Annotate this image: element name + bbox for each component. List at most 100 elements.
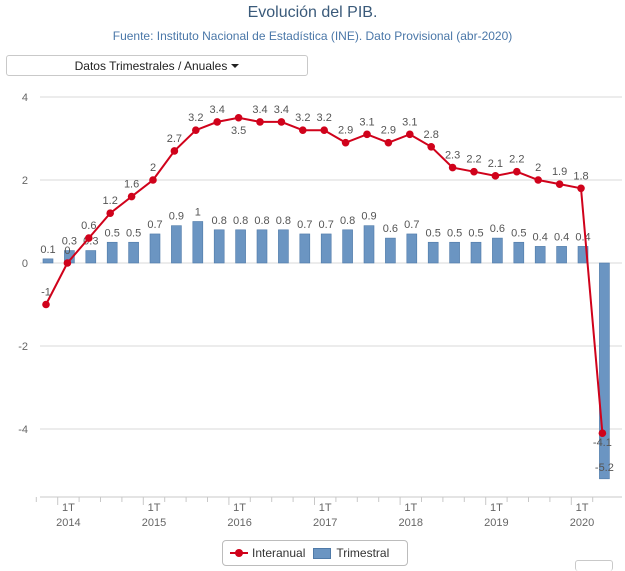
bar [256, 229, 268, 264]
bar-data-label: 0.6 [383, 223, 398, 235]
bar-swatch-icon [313, 547, 332, 559]
x-tick-year-label: 2014 [56, 517, 80, 529]
line-point [85, 234, 93, 242]
bar-data-label: 0.5 [126, 227, 141, 239]
y-tick-label: -4 [18, 424, 28, 436]
bar-data-label: 1 [195, 207, 201, 219]
line-point [170, 147, 179, 155]
bar-data-label: 0.7 [147, 219, 162, 231]
bar-data-label: 0.8 [254, 215, 269, 227]
line-data-label: 3.2 [317, 112, 332, 124]
x-tick-year-label: 2020 [570, 517, 594, 529]
bar [577, 246, 589, 264]
line-point [213, 118, 221, 126]
line-data-label: 2.7 [167, 133, 182, 145]
bar [299, 233, 311, 264]
bar-data-label: 0.5 [426, 227, 441, 239]
line-data-label: 2.3 [445, 150, 460, 162]
bar [149, 233, 161, 264]
line-point [448, 163, 457, 172]
line-data-label: 2.2 [509, 154, 524, 166]
line-point [534, 176, 542, 184]
chart-subtitle: Fuente: Instituto Nacional de Estadístic… [112, 29, 513, 43]
line-data-label: 2.9 [381, 125, 396, 137]
line-data-label: 2 [150, 162, 156, 174]
x-tick-quarter-label: 1T [490, 502, 503, 514]
bar-data-label: -5.2 [595, 462, 614, 474]
bar-data-label: 0.5 [105, 227, 120, 239]
line-point [234, 113, 243, 122]
y-tick-label: 4 [22, 92, 28, 104]
bar-data-label: 0.9 [169, 211, 184, 223]
legend-label-trimestral: Trimestral [336, 546, 390, 560]
x-tick-quarter-label: 1T [576, 502, 589, 514]
bar [599, 262, 610, 480]
bar [406, 233, 418, 264]
line-data-label: 2.2 [466, 154, 481, 166]
line-point [555, 180, 564, 188]
line-data-label: 2.8 [424, 129, 439, 141]
x-tick-year-label: 2015 [142, 517, 166, 529]
bar [235, 229, 246, 264]
bar-data-label: 0.7 [297, 219, 312, 231]
line-point [470, 167, 478, 176]
period-dropdown[interactable]: Datos Trimestrales / Anuales [6, 55, 308, 76]
bar [85, 250, 97, 264]
bar-data-label: 0.3 [62, 236, 77, 248]
bar [470, 241, 482, 264]
line-point [491, 172, 500, 180]
bar [192, 221, 204, 264]
y-tick-label: 0 [22, 258, 28, 270]
line-point [341, 138, 350, 147]
line-data-label: -4.1 [593, 437, 612, 449]
line-point [577, 184, 585, 193]
x-tick-year-label: 2016 [227, 517, 251, 529]
x-tick-quarter-label: 1T [148, 502, 161, 514]
x-tick-quarter-label: 1T [319, 502, 332, 514]
bar-data-label: 0.8 [233, 215, 248, 227]
line-data-label: 0 [64, 245, 70, 257]
line-data-label: 3.1 [359, 116, 374, 128]
legend-label-interanual: Interanual [252, 546, 306, 560]
line-data-label: 3.2 [295, 112, 310, 124]
bar [363, 225, 375, 264]
line-data-label: 2 [535, 162, 541, 174]
line-data-label: 3.4 [274, 104, 289, 116]
line-data-label: 1.2 [103, 195, 118, 207]
bar-data-label: 0.5 [468, 227, 483, 239]
line-data-label: 3.5 [231, 125, 246, 137]
bar-data-label: 0.5 [511, 227, 526, 239]
line-data-label: 3.4 [252, 104, 267, 116]
x-tick-quarter-label: 1T [404, 502, 417, 514]
line-point [256, 118, 264, 126]
x-tick-year-label: 2018 [399, 517, 423, 529]
y-tick-label: 2 [22, 175, 28, 187]
line-point [363, 130, 371, 139]
line-point [192, 126, 200, 134]
line-point [406, 130, 414, 139]
bar-data-label: 0.7 [404, 219, 419, 231]
bar-data-label: 0.9 [361, 211, 376, 223]
bar-data-label: 0.4 [554, 231, 569, 243]
line-data-label: 2.1 [488, 158, 503, 170]
bar [342, 229, 353, 264]
bar [320, 233, 332, 264]
line-point [42, 300, 50, 309]
line-point [127, 192, 136, 201]
legend-item-trimestral[interactable]: Trimestral [313, 546, 389, 560]
line-data-label: 2.9 [338, 125, 353, 137]
line-data-label: 1.6 [124, 179, 139, 191]
period-dropdown-label: Datos Trimestrales / Anuales [74, 58, 228, 73]
line-data-label: 3.1 [402, 116, 417, 128]
line-data-label: 1.9 [552, 166, 567, 178]
bar-data-label: 0.8 [212, 215, 227, 227]
bar [171, 225, 182, 264]
bar [513, 241, 525, 264]
legend-item-interanual[interactable]: Interanual [223, 546, 305, 560]
line-data-label: 3.2 [188, 112, 203, 124]
x-tick-quarter-label: 1T [62, 502, 75, 514]
bar-data-label: 0.7 [319, 219, 334, 231]
x-tick-year-label: 2017 [313, 517, 337, 529]
bar [278, 229, 289, 264]
